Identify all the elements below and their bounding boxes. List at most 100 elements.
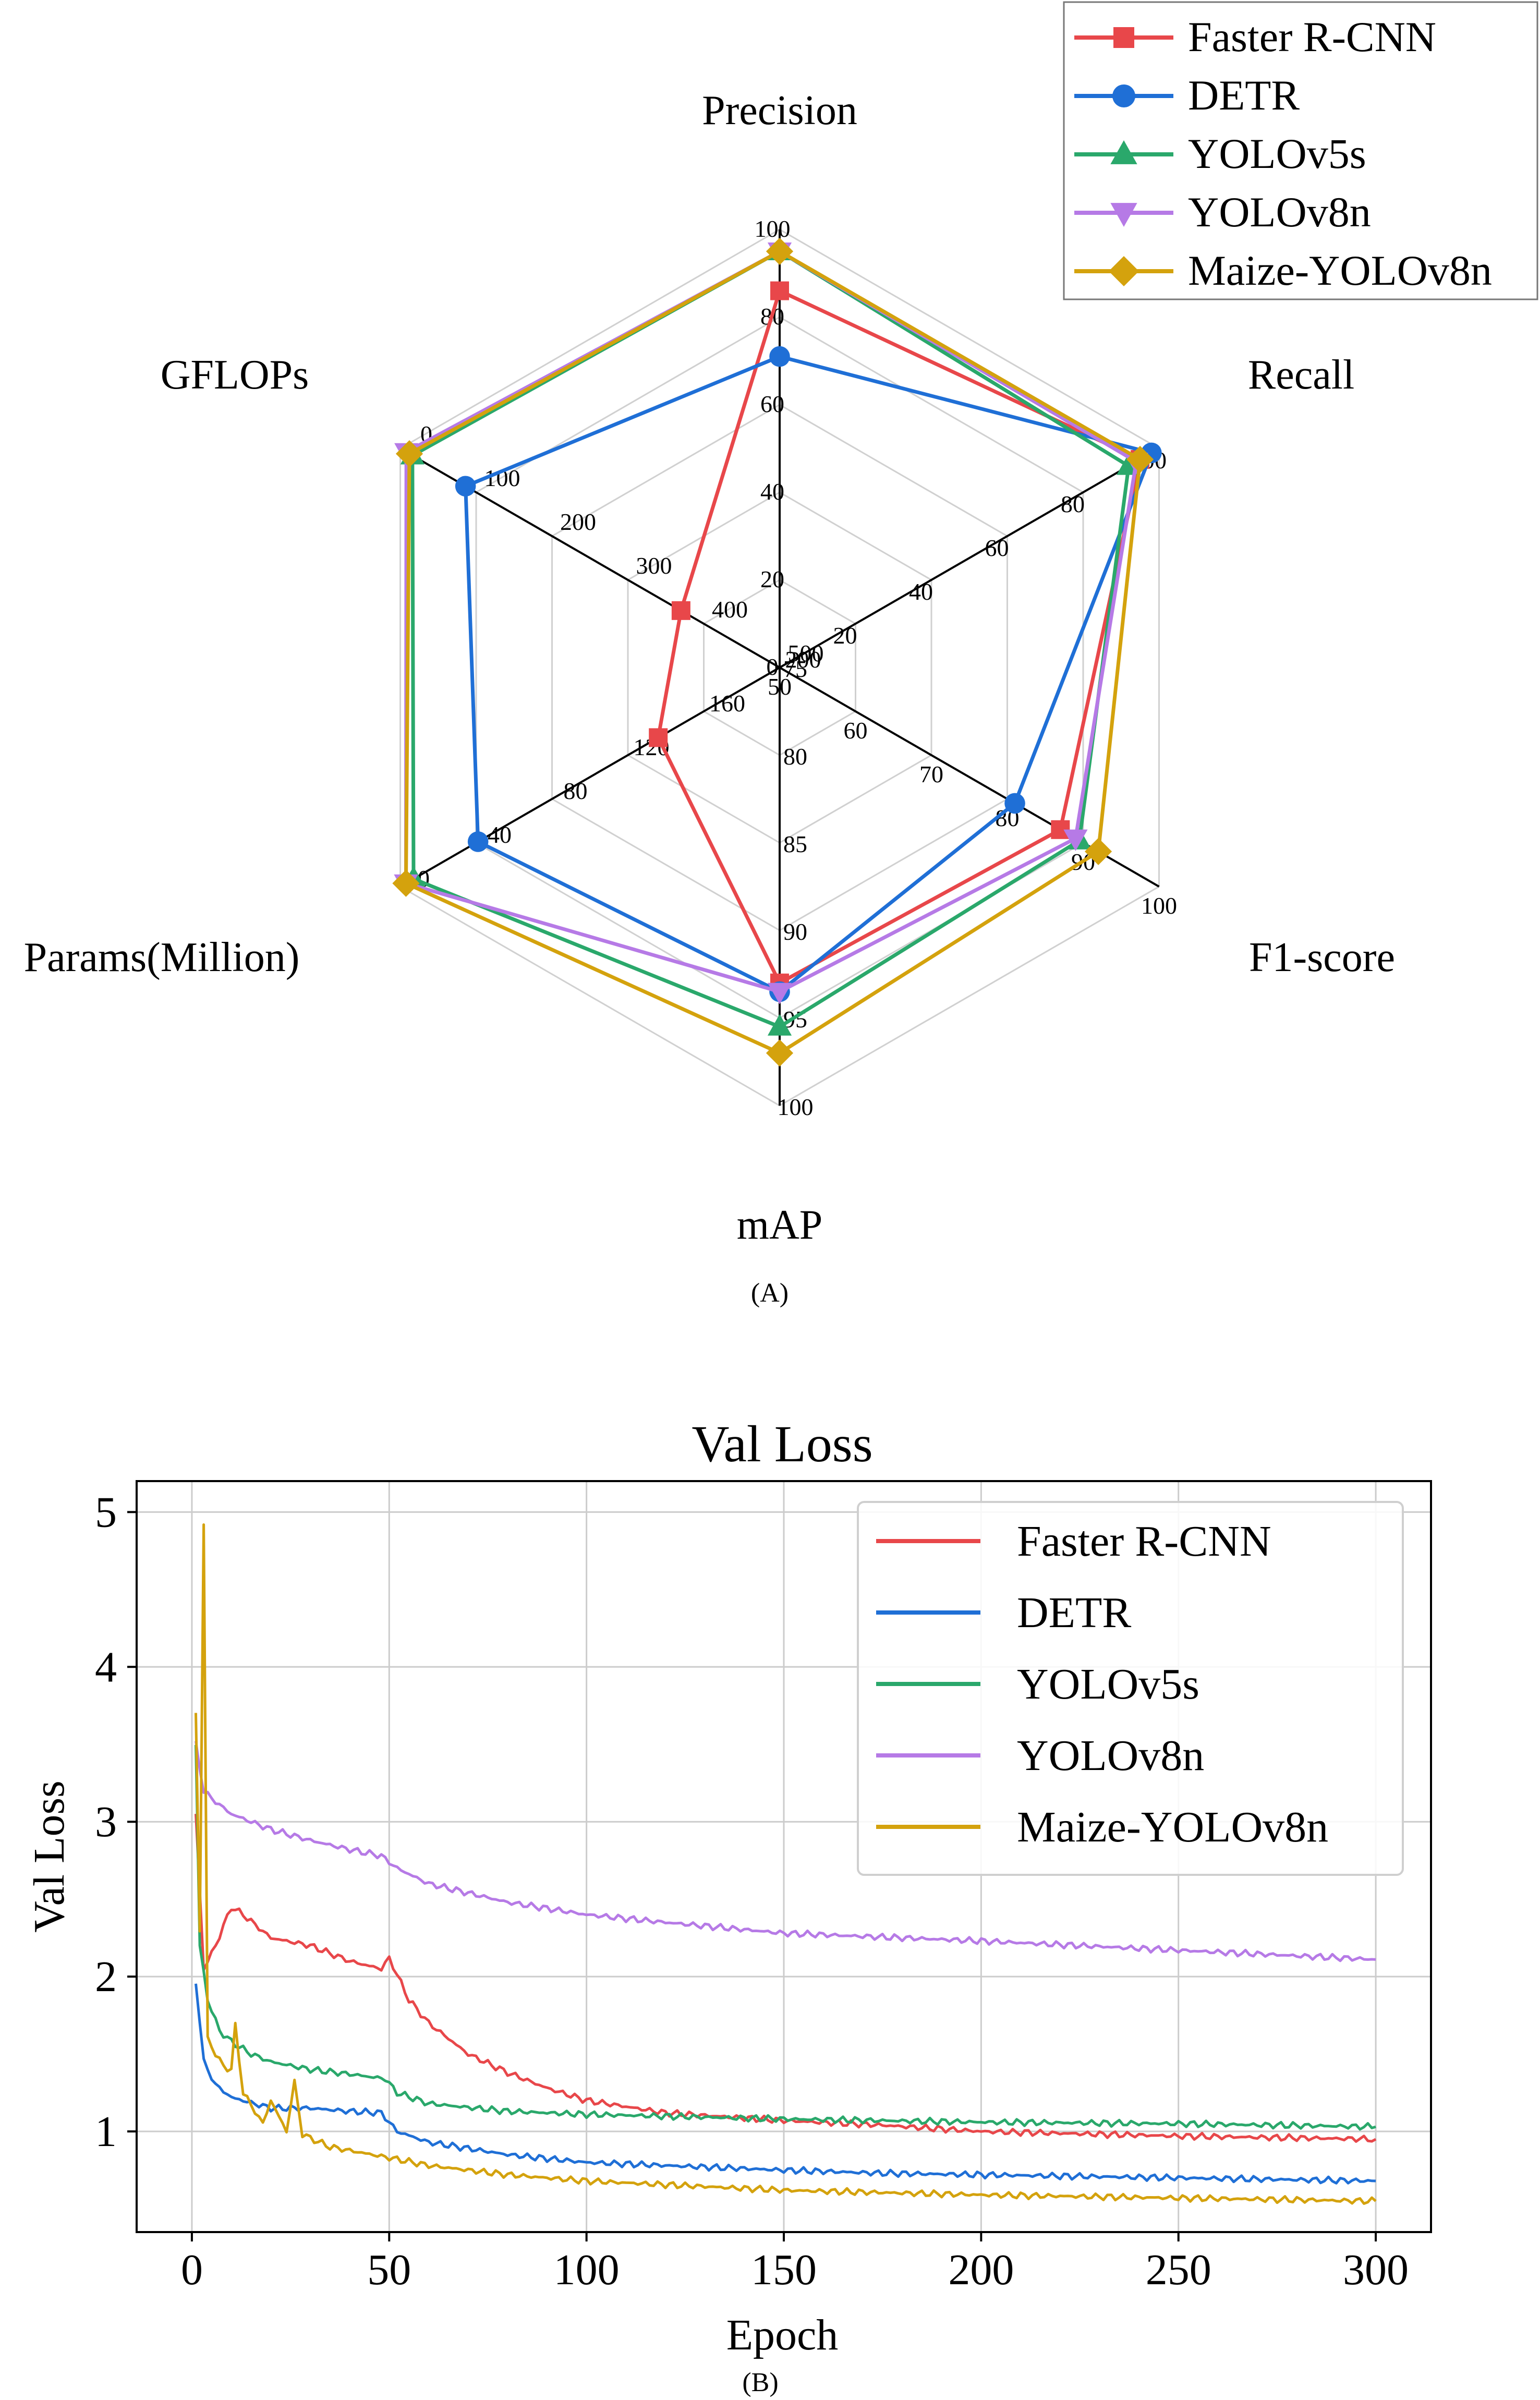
radar-tick-label: 200 <box>560 508 596 535</box>
radar-axis-label-precision: Precision <box>702 88 857 134</box>
line-legend-frame <box>857 1501 1404 1876</box>
radar-tick-label: 20 <box>760 566 784 592</box>
y-tick-label: 5 <box>95 1488 117 1536</box>
caption-a: (A) <box>751 1278 789 1308</box>
radar-legend-label: Faster R-CNN <box>1188 13 1436 60</box>
radar-tick-label: 80 <box>564 778 588 804</box>
radar-tick-label: 500 <box>788 640 824 666</box>
x-tick-label: 0 <box>181 2246 203 2294</box>
radar-legend-marker <box>1112 84 1135 107</box>
x-tick-label: 150 <box>751 2246 817 2294</box>
radar-legend-label: YOLOv8n <box>1188 188 1371 236</box>
radar-point <box>770 281 789 300</box>
radar-point <box>1126 445 1154 474</box>
radar-point <box>671 601 690 620</box>
line-series-yolov8n <box>195 1741 1376 1962</box>
radar-tick-label: 100 <box>755 215 791 242</box>
y-tick-label: 1 <box>95 2107 117 2156</box>
radar-axis-label-gflops: GFLOPs <box>161 352 309 398</box>
radar-legend-label: YOLOv5s <box>1188 130 1366 177</box>
line-legend-label: Maize-YOLOv8n <box>1017 1803 1328 1851</box>
radar-tick-label: 300 <box>636 552 672 579</box>
radar-chart: 0204060801002040608010050607080901007580… <box>24 1 1538 1308</box>
line-legend-label: YOLOv8n <box>1017 1731 1204 1780</box>
radar-tick-label: 90 <box>783 918 807 945</box>
radar-tick-label: 0 <box>767 653 779 680</box>
radar-point <box>766 237 794 265</box>
radar-legend-label: Maize-YOLOv8n <box>1188 247 1492 294</box>
radar-point <box>392 869 420 897</box>
radar-tick-label: 160 <box>709 690 745 717</box>
radar-axis-label-map: mAP <box>737 1202 823 1248</box>
radar-point <box>649 728 668 747</box>
x-tick-label: 250 <box>1146 2246 1211 2294</box>
line-legend: Faster R-CNN DETR YOLOv5s YOLOv8n Maize-… <box>857 1501 1404 1876</box>
line-legend-marks <box>876 1539 980 1829</box>
radar-legend-marker <box>1113 27 1134 48</box>
radar-tick-label: 100 <box>778 1094 814 1120</box>
radar-tick-label: 70 <box>919 761 943 787</box>
radar-tick-label: 50 <box>768 673 792 700</box>
radar-axis-label-f1-score: F1-score <box>1249 935 1395 980</box>
y-tick-label: 4 <box>95 1643 117 1691</box>
x-tick-label: 200 <box>948 2246 1014 2294</box>
line-chart-title: Val Loss <box>692 1415 872 1473</box>
radar-series-outline <box>404 249 1142 1056</box>
radar-tick-label: 100 <box>1141 892 1177 919</box>
radar-tick-label: 400 <box>712 596 748 623</box>
radar-point <box>767 983 792 1004</box>
radar-legend-marks <box>1074 27 1173 286</box>
radar-series-outline <box>404 249 1138 994</box>
line-tick-marks <box>127 1511 1377 2241</box>
line-series <box>195 1523 1377 2205</box>
radar-axis-label-recall: Recall <box>1248 352 1354 398</box>
radar-legend-marker <box>1110 203 1137 227</box>
line-legend-label: Faster R-CNN <box>1017 1517 1271 1566</box>
radar-axis-line <box>399 666 780 888</box>
radar-legend-frame <box>1063 1 1538 300</box>
radar-tick-label: 60 <box>843 717 867 744</box>
radar-point <box>1084 838 1112 865</box>
radar-point <box>455 476 476 497</box>
line-series-maize-yolov8n <box>195 1523 1377 2205</box>
line-legend-label: DETR <box>1017 1589 1131 1637</box>
y-tick-label: 3 <box>95 1798 117 1846</box>
line-series-faster-r-cnn <box>195 1813 1377 2143</box>
line-legend-label: YOLOv5s <box>1017 1660 1199 1708</box>
radar-legend-label: DETR <box>1188 71 1300 119</box>
radar-point <box>395 440 423 468</box>
radar-tick-label: 60 <box>985 535 1009 561</box>
radar-point <box>467 831 489 852</box>
line-chart: Val Loss 0 50 100 150 200 250 300 1 2 3 … <box>25 1415 1432 2397</box>
radar-series <box>392 237 1162 1067</box>
radar-tick-label: 40 <box>488 821 512 848</box>
y-tick-label: 2 <box>95 1953 117 2001</box>
radar-tick-label: 40 <box>909 578 933 605</box>
radar-point <box>766 1039 794 1067</box>
x-tick-label: 300 <box>1343 2246 1409 2294</box>
x-axis-label: Epoch <box>726 2311 839 2359</box>
radar-series-outline <box>410 249 1131 1029</box>
radar-axis-line <box>779 447 1160 669</box>
y-axis-label: Val Loss <box>25 1780 74 1933</box>
radar-tick-label: 20 <box>833 622 857 649</box>
caption-b: (B) <box>742 2368 778 2397</box>
radar-legend-marker <box>1110 140 1137 164</box>
radar-series-detr <box>455 346 1162 1002</box>
radar-axis-label-params: Params(Million) <box>24 935 300 980</box>
radar-tick-label: 40 <box>760 478 784 505</box>
radar-point <box>767 1014 792 1036</box>
radar-tick-labels: 0204060801002040608010050607080901007580… <box>418 215 1177 1120</box>
radar-legend-marker <box>1109 256 1139 286</box>
x-tick-label: 50 <box>367 2246 411 2294</box>
radar-tick-label: 200 <box>785 646 821 673</box>
radar-tick-label: 80 <box>783 743 807 770</box>
radar-tick-label: 80 <box>1061 491 1085 517</box>
radar-point <box>769 346 790 367</box>
radar-series-maize-yolov8n <box>392 237 1154 1067</box>
radar-point <box>1063 829 1088 851</box>
radar-tick-label: 75 <box>783 656 807 682</box>
x-tick-label: 100 <box>554 2246 620 2294</box>
line-series-yolov5s <box>195 1744 1376 2131</box>
radar-legend: Faster R-CNN DETR YOLOv5s YOLOv8n Maize-… <box>1063 1 1538 300</box>
